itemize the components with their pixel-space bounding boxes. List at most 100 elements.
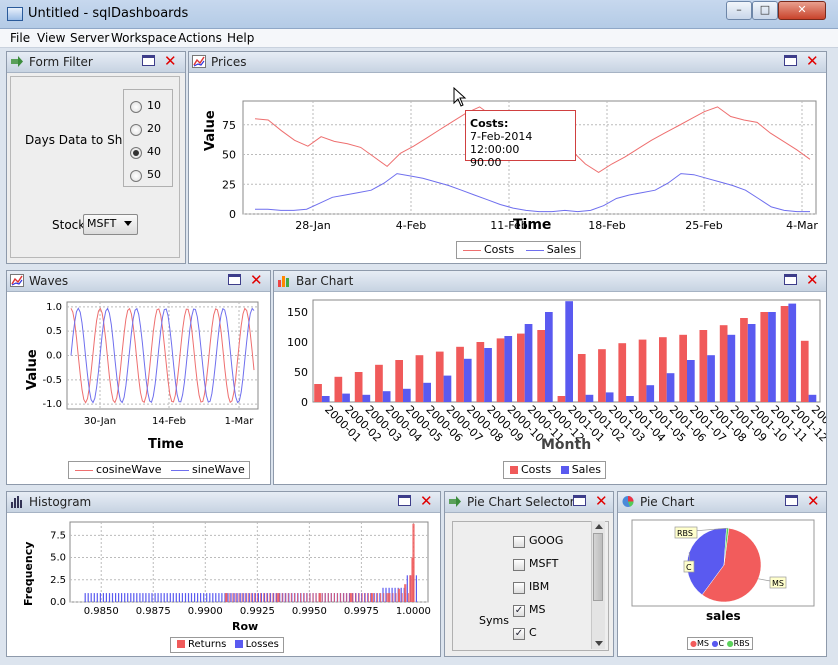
- bar-losses: [209, 593, 211, 602]
- panel-body: Days Data to Show 10 20 40 50 Stock MSFT: [7, 73, 185, 263]
- bar-losses: [406, 575, 408, 602]
- y-tick-label: 1.0: [46, 302, 62, 313]
- close-panel-icon[interactable]: ✕: [420, 492, 433, 510]
- x-tick-label: 1-Mar: [225, 416, 255, 427]
- bar-costs: [456, 346, 464, 402]
- bar-losses: [181, 593, 183, 602]
- bar-losses: [257, 593, 259, 602]
- legend-swatch: [177, 640, 185, 648]
- bar-sales: [382, 391, 391, 402]
- maximize-panel-icon[interactable]: [573, 495, 586, 506]
- bar-sales: [808, 394, 817, 402]
- maximize-panel-icon[interactable]: [784, 55, 797, 66]
- close-icon[interactable]: ✕: [778, 1, 826, 20]
- bar-returns: [352, 593, 354, 602]
- checkbox-ms[interactable]: ✓: [513, 605, 525, 617]
- radio-days-40[interactable]: [130, 147, 142, 159]
- x-tick-label: 4-Mar: [786, 219, 818, 232]
- close-panel-icon[interactable]: ✕: [807, 492, 820, 510]
- maximize-panel-icon[interactable]: [785, 495, 798, 506]
- y-tick-label: 0.0: [46, 351, 62, 362]
- stock-select-value: MSFT: [87, 217, 117, 230]
- bar-returns: [250, 593, 252, 602]
- bar-returns: [303, 593, 305, 602]
- scrollbar[interactable]: [591, 521, 605, 649]
- bar-losses: [385, 587, 387, 602]
- bar-returns: [315, 593, 317, 602]
- close-panel-icon[interactable]: ✕: [806, 52, 819, 70]
- pie-chart-panel: Pie Chart ✕ MS C RBS sales ●MS ●C ●RBS: [617, 491, 827, 657]
- panel-title: Form Filter: [29, 55, 93, 69]
- menu-server[interactable]: Server: [70, 31, 110, 45]
- menu-actions[interactable]: Actions: [178, 31, 222, 45]
- bar-returns: [412, 523, 415, 602]
- bar-losses: [124, 593, 126, 602]
- checkbox-msft[interactable]: [513, 559, 525, 571]
- pie-label: C: [686, 563, 692, 572]
- maximize-panel-icon[interactable]: [784, 274, 797, 285]
- maximize-icon[interactable]: □: [752, 1, 778, 20]
- checkbox-goog[interactable]: [513, 536, 525, 548]
- bar-sales: [788, 303, 797, 402]
- x-axis-label: Row: [232, 620, 259, 633]
- panel-header: Pie Chart Selector ✕: [445, 492, 613, 513]
- bar-losses: [230, 593, 232, 602]
- bar-losses: [111, 593, 114, 602]
- checkbox-c[interactable]: ✓: [513, 628, 525, 640]
- scrollbar-thumb[interactable]: [593, 533, 603, 601]
- bar-returns: [272, 593, 274, 602]
- y-tick-label: 100: [287, 336, 308, 349]
- bar-losses: [169, 593, 171, 602]
- maximize-panel-icon[interactable]: [398, 495, 411, 506]
- x-tick-label: 0.9975: [344, 606, 379, 617]
- panel-body: 30-Jan 14-Feb 1-Mar 1.0 0.5 0.0 -0.5 -1.0 Value…: [7, 292, 270, 484]
- bar-losses: [142, 593, 144, 602]
- close-panel-icon[interactable]: ✕: [595, 492, 608, 510]
- y-tick-label: 0.5: [46, 326, 62, 337]
- close-panel-icon[interactable]: ✕: [806, 271, 819, 289]
- radio-days-20[interactable]: [130, 124, 142, 136]
- y-tick-label: -1.0: [42, 399, 62, 410]
- arrow-right-icon: [11, 56, 23, 67]
- filter-frame: [10, 76, 180, 258]
- close-panel-icon[interactable]: ✕: [250, 271, 263, 289]
- pie-slice-ms: [701, 528, 762, 603]
- stock-label: Stock: [52, 218, 86, 232]
- y-tick-label: 0: [229, 208, 236, 221]
- legend-swatch: [560, 466, 569, 474]
- scroll-down-icon[interactable]: [595, 641, 603, 646]
- minimize-icon[interactable]: –: [726, 1, 752, 20]
- menu-view[interactable]: View: [37, 31, 66, 45]
- menu-help[interactable]: Help: [227, 31, 255, 45]
- bar-sales: [565, 301, 573, 402]
- bar-returns: [284, 593, 286, 602]
- close-panel-icon[interactable]: ✕: [164, 52, 177, 70]
- bar-costs: [395, 360, 403, 402]
- maximize-panel-icon[interactable]: [228, 274, 241, 285]
- bar-losses: [87, 593, 89, 602]
- pie-title: sales: [706, 609, 741, 623]
- radio-days-10[interactable]: [130, 101, 142, 113]
- stock-select[interactable]: MSFT: [83, 214, 138, 235]
- pie-label-box: [674, 526, 698, 539]
- x-tick-label: 11-Feb: [490, 219, 527, 232]
- chevron-down-icon: [124, 221, 132, 226]
- bar-returns: [293, 593, 295, 602]
- panel-title: Prices: [211, 55, 247, 69]
- bar-losses: [93, 593, 95, 602]
- bar-losses: [96, 593, 98, 602]
- bar-sales: [626, 396, 634, 402]
- bar-returns: [277, 593, 280, 602]
- bar-sales: [443, 375, 452, 402]
- x-tick-label: 0.9875: [136, 606, 171, 617]
- bar-returns: [321, 593, 323, 602]
- x-tick-label: 25-Feb: [685, 219, 722, 232]
- bar-chart-icon: [278, 276, 289, 287]
- x-tick-label: 0.9925: [240, 606, 275, 617]
- checkbox-ibm[interactable]: [513, 582, 525, 594]
- menu-file[interactable]: File: [10, 31, 31, 45]
- menu-workspace[interactable]: Workspace: [111, 31, 177, 45]
- radio-days-50[interactable]: [130, 170, 142, 182]
- maximize-panel-icon[interactable]: [142, 55, 155, 66]
- scroll-up-icon[interactable]: [595, 524, 603, 529]
